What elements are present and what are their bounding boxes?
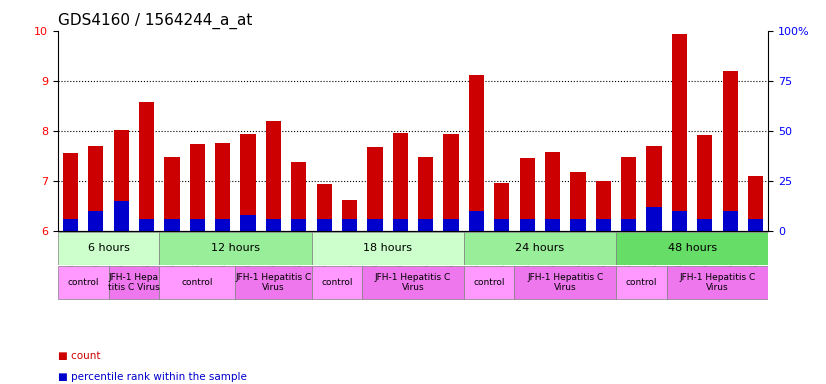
Bar xyxy=(316,219,332,231)
Bar xyxy=(240,134,256,231)
Bar xyxy=(621,219,636,231)
Bar xyxy=(520,158,534,231)
Bar xyxy=(215,143,230,231)
Bar xyxy=(469,75,484,231)
Bar xyxy=(292,219,306,231)
Text: ■ percentile rank within the sample: ■ percentile rank within the sample xyxy=(58,372,247,382)
Bar xyxy=(494,219,510,231)
Bar xyxy=(190,219,205,231)
FancyBboxPatch shape xyxy=(159,266,235,299)
FancyBboxPatch shape xyxy=(58,232,159,265)
Bar xyxy=(444,134,458,231)
FancyBboxPatch shape xyxy=(235,266,311,299)
Bar xyxy=(114,130,129,231)
Bar xyxy=(494,183,510,231)
Text: 48 hours: 48 hours xyxy=(667,243,717,253)
Text: control: control xyxy=(321,278,353,287)
Bar xyxy=(545,219,560,231)
Bar xyxy=(545,152,560,231)
Bar xyxy=(520,219,534,231)
Text: JFH-1 Hepatitis C
Virus: JFH-1 Hepatitis C Virus xyxy=(235,273,311,292)
FancyBboxPatch shape xyxy=(363,266,463,299)
Text: control: control xyxy=(182,278,213,287)
Bar xyxy=(723,211,738,231)
FancyBboxPatch shape xyxy=(58,266,108,299)
Bar xyxy=(342,200,357,231)
FancyBboxPatch shape xyxy=(108,266,159,299)
Bar xyxy=(418,157,434,231)
Bar xyxy=(139,102,154,231)
FancyBboxPatch shape xyxy=(159,232,311,265)
FancyBboxPatch shape xyxy=(463,266,515,299)
Text: 24 hours: 24 hours xyxy=(515,243,564,253)
Text: control: control xyxy=(68,278,99,287)
Bar xyxy=(164,219,179,231)
Bar xyxy=(88,211,103,231)
Bar xyxy=(469,211,484,231)
FancyBboxPatch shape xyxy=(667,266,768,299)
Bar xyxy=(570,219,586,231)
Text: GDS4160 / 1564244_a_at: GDS4160 / 1564244_a_at xyxy=(58,13,252,29)
Bar xyxy=(697,135,712,231)
Bar xyxy=(418,219,434,231)
Bar xyxy=(63,219,78,231)
Bar xyxy=(748,219,763,231)
Bar xyxy=(190,144,205,231)
Bar xyxy=(748,176,763,231)
Bar xyxy=(723,71,738,231)
Bar xyxy=(697,219,712,231)
Bar xyxy=(621,157,636,231)
FancyBboxPatch shape xyxy=(311,232,463,265)
Bar xyxy=(292,162,306,231)
Text: JFH-1 Hepatitis C
Virus: JFH-1 Hepatitis C Virus xyxy=(375,273,451,292)
Bar xyxy=(672,34,687,231)
Text: ■ count: ■ count xyxy=(58,351,100,361)
Bar xyxy=(63,153,78,231)
Text: JFH-1 Hepatitis C
Virus: JFH-1 Hepatitis C Virus xyxy=(527,273,603,292)
Bar xyxy=(368,219,382,231)
Text: 18 hours: 18 hours xyxy=(363,243,412,253)
Text: JFH-1 Hepa
titis C Virus: JFH-1 Hepa titis C Virus xyxy=(108,273,159,292)
FancyBboxPatch shape xyxy=(311,266,363,299)
Bar xyxy=(266,219,281,231)
Bar xyxy=(444,219,458,231)
Bar xyxy=(647,207,662,231)
Text: JFH-1 Hepatitis C
Virus: JFH-1 Hepatitis C Virus xyxy=(679,273,756,292)
Text: 6 hours: 6 hours xyxy=(88,243,130,253)
Bar xyxy=(392,133,408,231)
Text: 12 hours: 12 hours xyxy=(211,243,260,253)
Bar xyxy=(316,184,332,231)
FancyBboxPatch shape xyxy=(515,266,616,299)
Bar xyxy=(88,146,103,231)
FancyBboxPatch shape xyxy=(616,232,768,265)
Bar xyxy=(240,215,256,231)
Bar xyxy=(215,219,230,231)
Bar xyxy=(647,146,662,231)
Bar xyxy=(114,201,129,231)
Text: control: control xyxy=(473,278,505,287)
FancyBboxPatch shape xyxy=(463,232,616,265)
Bar xyxy=(596,219,611,231)
Text: control: control xyxy=(625,278,657,287)
Bar xyxy=(392,219,408,231)
Bar xyxy=(570,172,586,231)
Bar xyxy=(164,157,179,231)
Bar xyxy=(342,219,357,231)
FancyBboxPatch shape xyxy=(616,266,667,299)
Bar xyxy=(368,147,382,231)
Bar xyxy=(139,219,154,231)
Bar xyxy=(266,121,281,231)
Bar xyxy=(672,211,687,231)
Bar xyxy=(596,181,611,231)
